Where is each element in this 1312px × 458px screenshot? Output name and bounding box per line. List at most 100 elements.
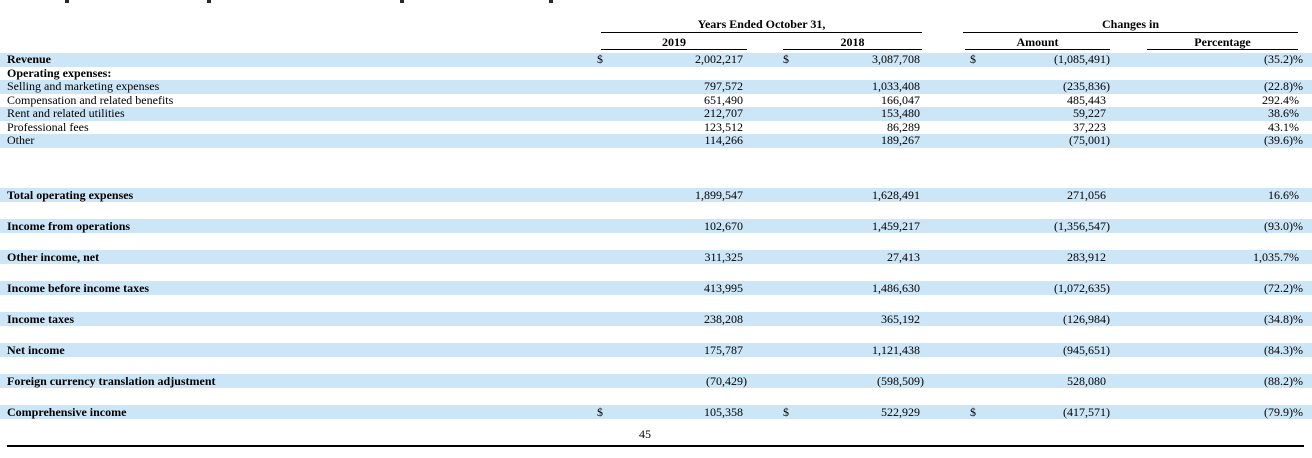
value-2018: 1,459,217 [872, 219, 920, 233]
value-amount: (1,072,635) [1054, 281, 1110, 295]
value-amount: (417,571) [1063, 405, 1110, 419]
dollar-sign: $ [970, 52, 976, 66]
value-amount: (1,085,491) [1054, 52, 1110, 66]
row-label: Income before income taxes [7, 281, 150, 295]
row-label: Rent and related utilities [7, 106, 125, 120]
value-2018: (598,509) [877, 374, 924, 388]
value-2019: 212,707 [704, 106, 743, 120]
value-2018: 27,413 [887, 250, 920, 264]
value-amount: 528,080 [1067, 374, 1106, 388]
row-label: Professional fees [7, 119, 89, 134]
cropped-text-fragment [65, 0, 69, 3]
value-amount: 485,443 [1067, 92, 1106, 107]
value-2019: 175,787 [704, 343, 743, 357]
table-row-compensation: Compensation and related benefits 651,49… [0, 92, 1312, 108]
value-amount: 271,056 [1067, 188, 1106, 202]
table-row-income-before-income-taxes: Income before income taxes 413,995 1,486… [0, 281, 1312, 295]
table-row-professional-fees: Professional fees 123,512 86,289 37,223 … [0, 119, 1312, 135]
value-2018: 1,121,438 [872, 343, 920, 357]
column-rule-percentage [1147, 49, 1298, 50]
value-percentage: (88.2)% [1264, 374, 1303, 388]
row-label: Income taxes [7, 312, 74, 326]
dollar-sign: $ [783, 52, 789, 66]
row-label: Total operating expenses [7, 188, 134, 202]
value-amount: (75,001) [1069, 133, 1110, 147]
value-2019: 102,670 [704, 219, 743, 233]
value-2019: 123,512 [704, 119, 743, 134]
table-row-selling-marketing: Selling and marketing expenses 797,572 1… [0, 79, 1312, 94]
row-spacer [0, 233, 1312, 250]
value-percentage: 43.1% [1268, 119, 1299, 134]
value-2019: 413,995 [704, 281, 743, 295]
dollar-sign: $ [783, 405, 789, 419]
row-label: Operating expenses: [7, 65, 112, 80]
column-rule-2018 [783, 49, 922, 50]
table-row-income-taxes: Income taxes 238,208 365,192 (126,984) (… [0, 312, 1312, 326]
cropped-text-fragment [400, 0, 404, 3]
dollar-sign: $ [597, 52, 603, 66]
dollar-sign: $ [597, 405, 603, 419]
column-header-2018: 2018 [840, 35, 865, 49]
value-amount: (126,984) [1063, 312, 1110, 326]
row-spacer [0, 357, 1312, 374]
cropped-text-fragment [549, 0, 553, 3]
value-2018: 86,289 [887, 119, 920, 134]
group-rule-changes [963, 32, 1298, 33]
value-percentage: (79.9)% [1264, 405, 1303, 419]
value-amount: (235,836) [1063, 79, 1110, 93]
row-label: Income from operations [7, 219, 131, 233]
column-group-changes-in: Changes in [1101, 17, 1160, 31]
value-percentage: 38.6% [1268, 106, 1299, 120]
value-2018: 189,267 [881, 133, 920, 147]
row-spacer [0, 148, 1312, 189]
value-2018: 1,628,491 [872, 188, 920, 202]
column-header-2019: 2019 [662, 35, 686, 49]
page-number: 45 [639, 427, 651, 441]
value-2019: 797,572 [704, 79, 743, 93]
value-2019: 651,490 [704, 92, 743, 107]
value-2019: 1,899,547 [695, 188, 743, 202]
dollar-sign: $ [970, 405, 976, 419]
value-percentage: (39.6)% [1264, 133, 1303, 147]
value-2018: 522,929 [881, 405, 920, 419]
row-spacer [0, 202, 1312, 219]
cropped-text-fragment [207, 0, 211, 3]
value-percentage: 16.6% [1268, 188, 1299, 202]
value-amount: (1,356,547) [1054, 219, 1110, 233]
column-header-amount: Amount [1016, 35, 1059, 49]
value-percentage: 292.4% [1262, 92, 1299, 107]
value-percentage: (72.2)% [1264, 281, 1303, 295]
row-label: Foreign currency translation adjustment [7, 374, 216, 388]
column-group-years-ended: Years Ended October 31, [697, 17, 826, 31]
value-2018: 1,033,408 [872, 79, 920, 93]
row-label: Net income [7, 343, 65, 357]
value-2018: 365,192 [881, 312, 920, 326]
value-2019: 2,002,217 [695, 52, 743, 66]
value-percentage: (84.3)% [1264, 343, 1303, 357]
value-amount: 37,223 [1073, 119, 1106, 134]
table-row-net-income: Net income 175,787 1,121,438 (945,651) (… [0, 343, 1312, 357]
value-amount: 283,912 [1067, 250, 1106, 264]
value-amount: (945,651) [1063, 343, 1110, 357]
row-label: Compensation and related benefits [7, 92, 174, 107]
table-row-operating-expenses-heading: Operating expenses: [0, 65, 1312, 81]
group-rule-years [601, 32, 922, 33]
column-rule-2019 [601, 49, 747, 50]
value-2018: 166,047 [881, 92, 920, 107]
table-row-rent-utilities: Rent and related utilities 212,707 153,4… [0, 106, 1312, 121]
value-2018: 1,486,630 [872, 281, 920, 295]
table-row-income-from-operations: Income from operations 102,670 1,459,217… [0, 219, 1312, 233]
table-row-comprehensive-income: Comprehensive income $ 105,358 $ 522,929… [0, 405, 1312, 419]
table-row-foreign-currency-translation: Foreign currency translation adjustment … [0, 374, 1312, 388]
row-spacer [0, 295, 1312, 312]
value-percentage: (35.2)% [1264, 52, 1303, 66]
table-row-other-income-net: Other income, net 311,325 27,413 283,912… [0, 250, 1312, 264]
value-2019: (70,429) [706, 374, 747, 388]
value-2018: 3,087,708 [872, 52, 920, 66]
table-body: Revenue $ 2,002,217 $ 3,087,708 $ (1,085… [0, 52, 1312, 419]
column-header-percentage: Percentage [1194, 35, 1251, 49]
value-percentage: (22.8)% [1264, 79, 1303, 93]
row-label: Selling and marketing expenses [7, 79, 160, 93]
row-label: Revenue [7, 52, 51, 66]
value-percentage: 1,035.7% [1253, 250, 1299, 264]
